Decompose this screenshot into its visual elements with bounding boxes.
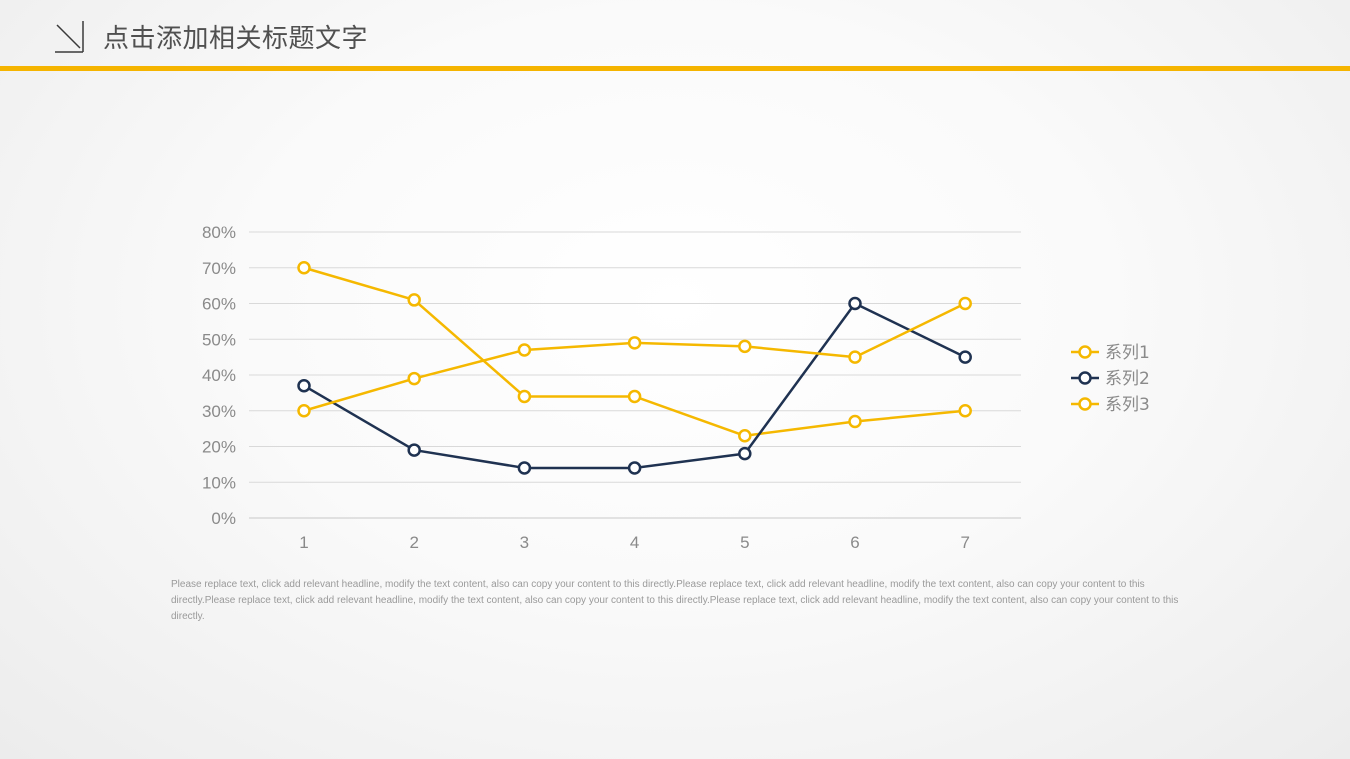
series-1-point	[958, 404, 972, 418]
series-3-point	[958, 296, 972, 311]
series-2-point	[407, 443, 421, 457]
x-tick-label: 4	[630, 533, 639, 552]
slide-header: 点击添加相关标题文字	[0, 0, 1350, 71]
x-tick-label: 7	[960, 533, 969, 552]
series-3-point	[297, 404, 311, 418]
series-2-point	[297, 378, 311, 393]
series-3-point	[848, 350, 862, 364]
series-2-line	[303, 302, 966, 470]
series-2-point	[627, 461, 642, 475]
series-1-point	[627, 389, 642, 404]
series-2-point	[958, 350, 972, 364]
x-tick-label: 1	[299, 533, 308, 552]
legend-marker	[1078, 397, 1092, 411]
y-tick-label: 20%	[202, 438, 236, 457]
series-1-point	[407, 293, 421, 307]
legend-label: 系列3	[1105, 395, 1150, 415]
series-1-point	[848, 414, 862, 429]
y-tick-label: 30%	[202, 402, 236, 421]
series-3-point	[627, 336, 642, 350]
series-1-point	[297, 261, 311, 275]
legend-label: 系列1	[1105, 343, 1150, 363]
y-tick-label: 0%	[211, 509, 236, 528]
series-3-point	[407, 371, 421, 386]
legend-label: 系列2	[1105, 369, 1150, 389]
y-tick-label: 70%	[202, 259, 236, 278]
page-title: 点击添加相关标题文字	[103, 24, 369, 54]
x-tick-label: 3	[520, 533, 529, 552]
y-tick-label: 80%	[202, 223, 236, 242]
series-2-point	[517, 461, 532, 475]
diagonal-arrow-icon	[55, 21, 84, 53]
x-tick-label: 5	[740, 533, 749, 552]
series-1-point	[517, 389, 532, 404]
y-tick-label: 60%	[202, 295, 236, 314]
x-tick-label: 2	[409, 533, 418, 552]
x-tick-label: 6	[850, 533, 859, 552]
footnote-text: Please replace text, click add relevant …	[171, 579, 1179, 622]
y-tick-label: 40%	[202, 366, 236, 385]
series-2-point	[738, 446, 752, 461]
series-1-point	[738, 429, 752, 443]
series-3-point	[738, 339, 752, 354]
header-accent-rule	[0, 66, 1350, 71]
y-tick-label: 50%	[202, 330, 236, 349]
series-2-point	[848, 296, 862, 311]
series-3-point	[517, 343, 532, 357]
legend-marker	[1078, 371, 1092, 385]
y-tick-label: 10%	[202, 473, 236, 492]
legend-marker	[1078, 345, 1092, 359]
